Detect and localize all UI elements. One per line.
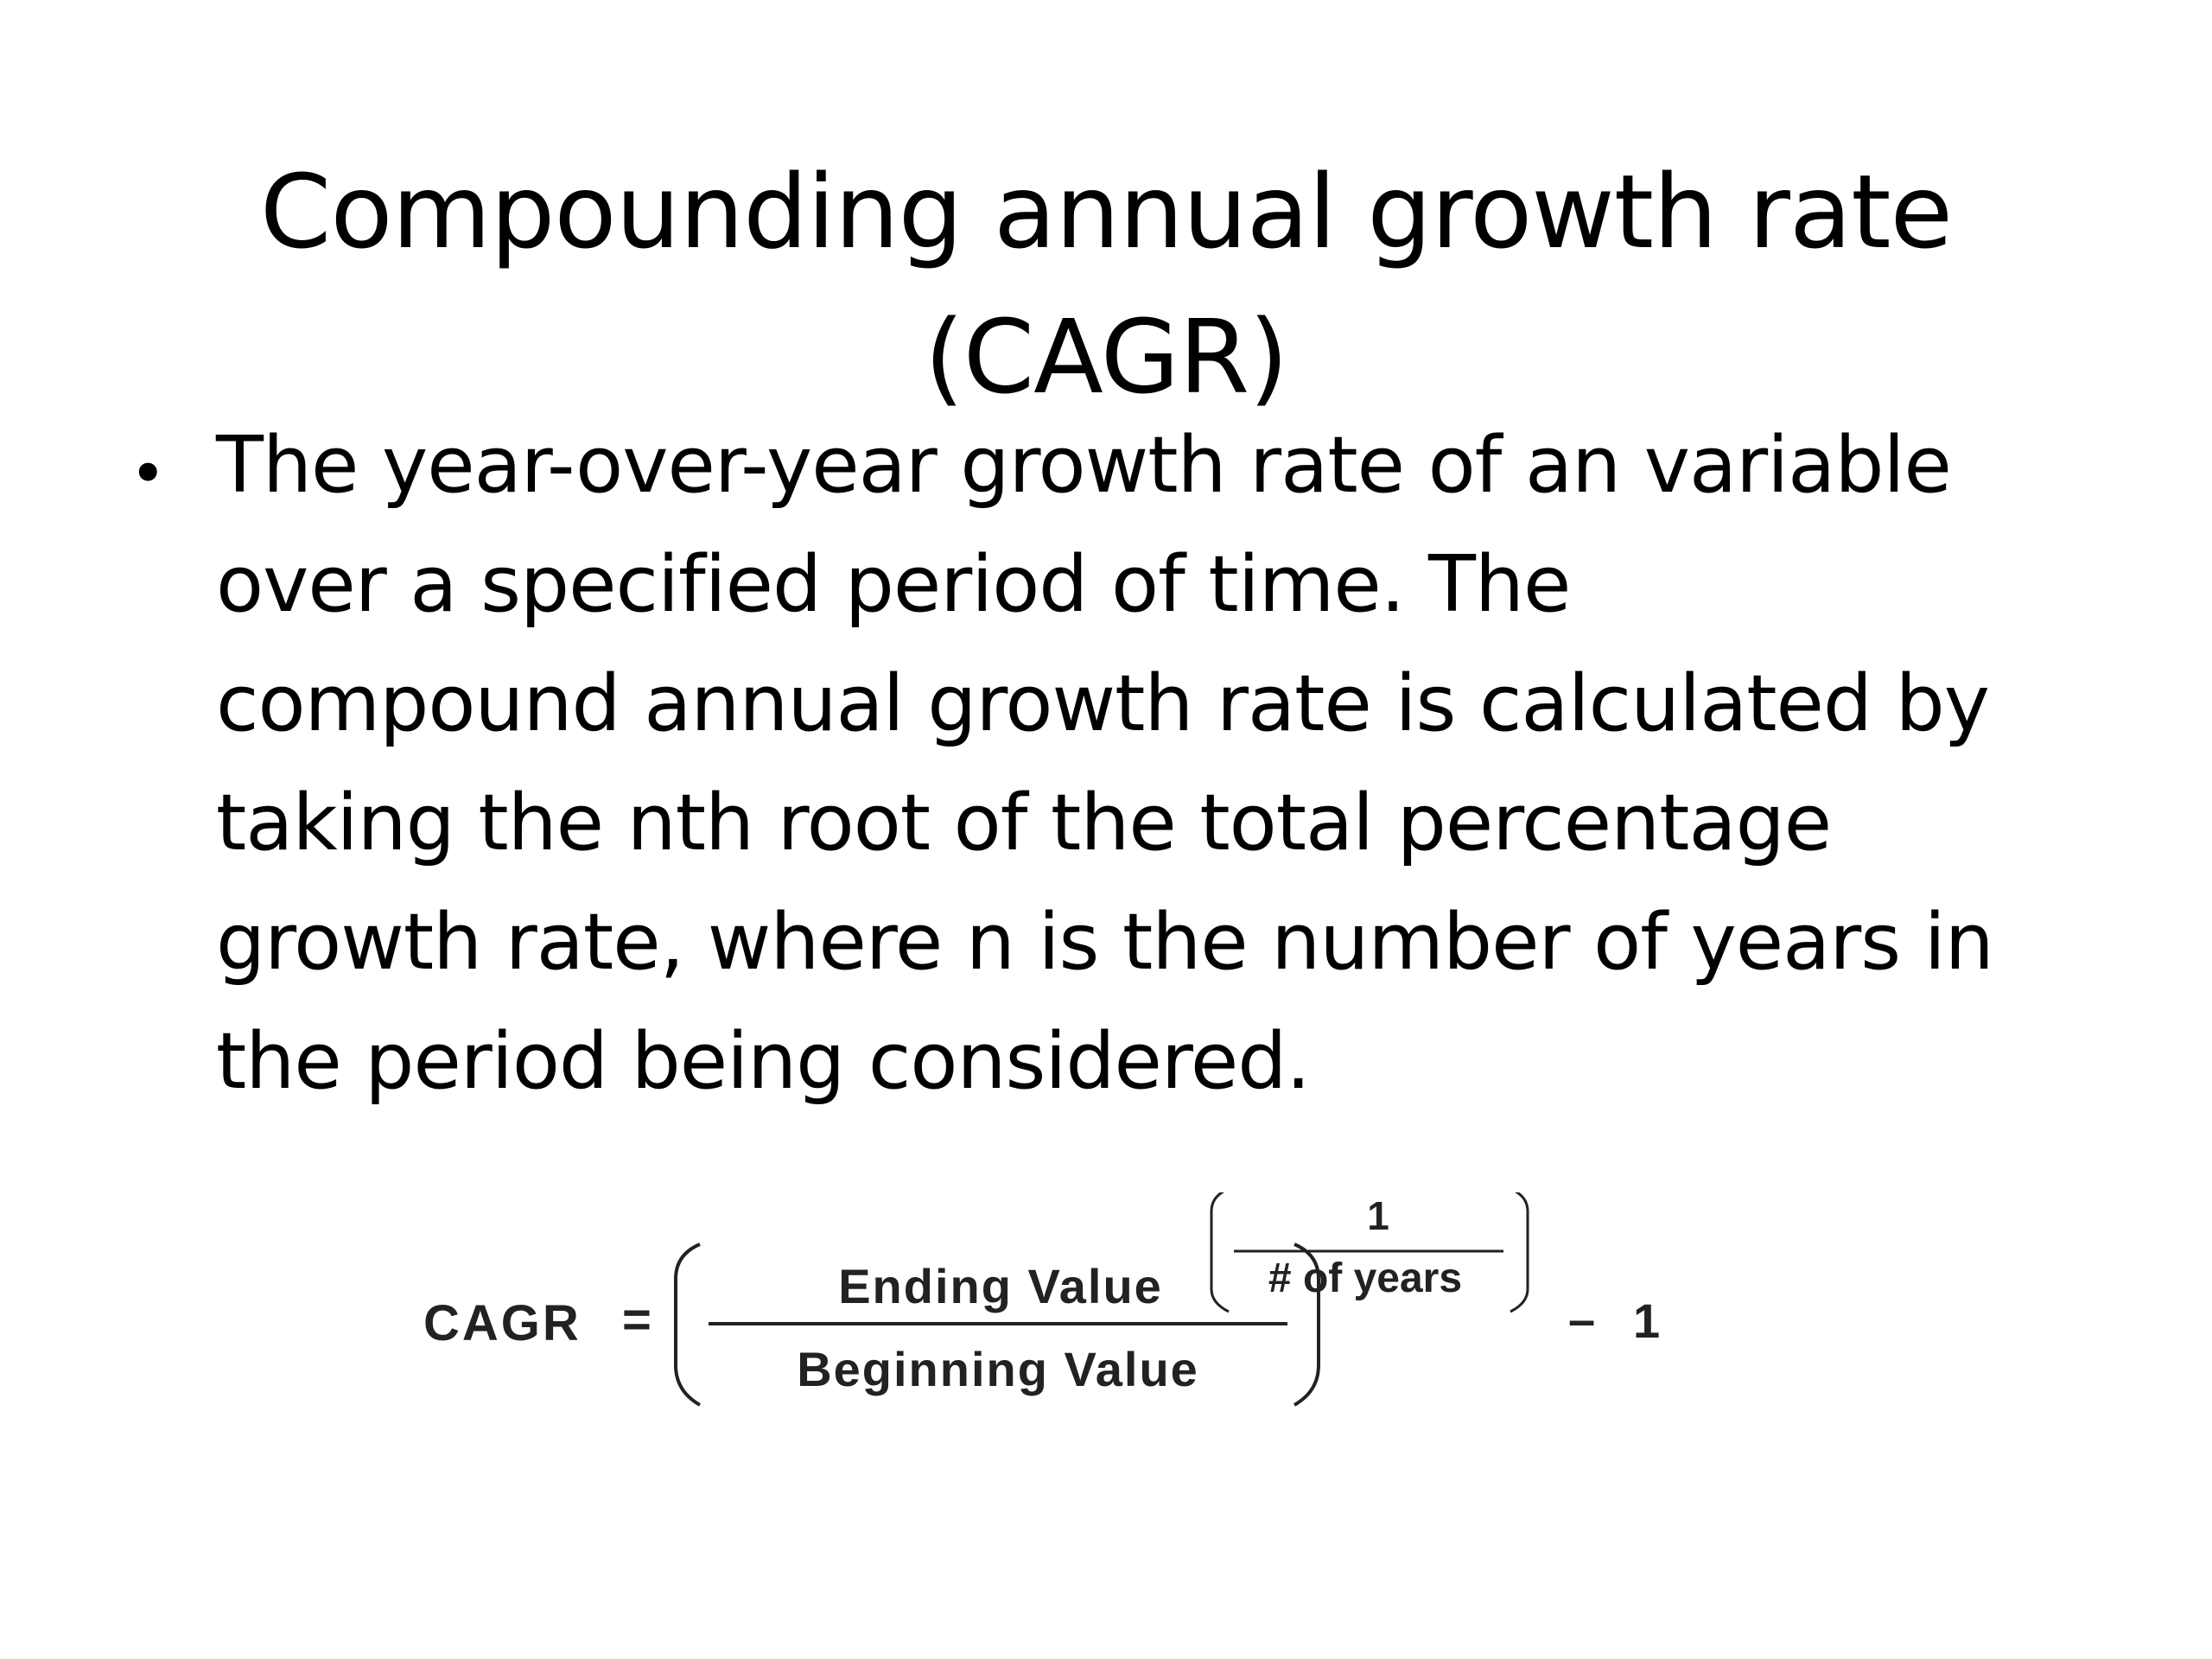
formula-numerator: Ending Value: [838, 1259, 1163, 1313]
exponent-left-paren: [1210, 1192, 1230, 1313]
formula-lhs: CAGR: [423, 1295, 582, 1351]
bullet-marker: •: [130, 437, 167, 510]
bullet-paragraph: The year-over-year growth rate of an var…: [216, 406, 2212, 1122]
formula-equals: =: [622, 1292, 652, 1348]
bullet-line-3: compound annual growth rate is calculate…: [216, 658, 1990, 749]
formula-denominator: Beginning Value: [797, 1342, 1199, 1396]
formula-exponent-numerator: 1: [1367, 1193, 1389, 1238]
formula-constant: 1: [1633, 1294, 1661, 1348]
bullet-line-1: The year-over-year growth rate of an var…: [216, 420, 1952, 511]
slide-title-line-1: Compounding annual growth rate: [259, 152, 1953, 272]
left-paren: [674, 1243, 702, 1407]
bullet-line-4: taking the nth root of the total percent…: [216, 778, 1832, 868]
bullet-line-6: the period being considered.: [216, 1016, 1311, 1107]
bullet-line-2: over a specified period of time. The: [216, 539, 1571, 630]
formula-exponent-denominator: # of years: [1268, 1255, 1463, 1301]
slide-title-line-2: (CAGR): [924, 297, 1289, 417]
exponent-right-paren: [1510, 1192, 1529, 1313]
bullet-line-5: growth rate, where n is the number of ye…: [216, 897, 1994, 988]
formula-minus: –: [1568, 1292, 1596, 1346]
formula-brackets: [674, 1192, 1529, 1407]
slide-title: Compounding annual growth rate (CAGR): [0, 139, 2212, 429]
cagr-formula: CAGR = Ending Value Beginning Value 1 # …: [423, 1192, 1702, 1417]
